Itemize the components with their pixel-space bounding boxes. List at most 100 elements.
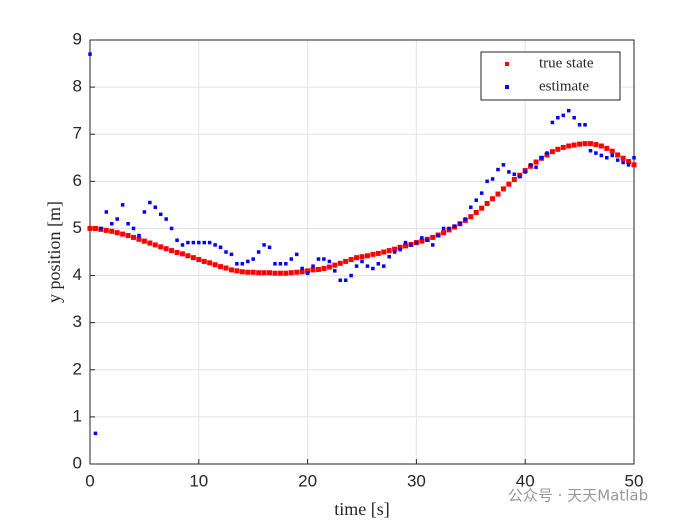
point (469, 205, 473, 209)
point (245, 269, 251, 275)
point (490, 196, 496, 202)
x-tick-label: 0 (85, 471, 94, 490)
point (311, 264, 315, 268)
point (605, 156, 609, 160)
y-tick-label: 8 (73, 77, 82, 96)
point (256, 250, 261, 254)
point (213, 243, 217, 247)
point (196, 257, 202, 263)
point (533, 159, 539, 165)
point (479, 191, 484, 195)
point (599, 153, 604, 158)
point (430, 234, 436, 240)
point (392, 246, 398, 252)
point (131, 234, 137, 240)
point (137, 233, 141, 238)
y-tick-label: 6 (73, 171, 82, 190)
point (223, 265, 229, 271)
point (164, 217, 168, 221)
y-tick-label: 3 (73, 312, 82, 331)
y-tick-label: 5 (73, 218, 82, 237)
point (197, 240, 201, 245)
point (392, 250, 397, 254)
point (235, 262, 239, 266)
point (262, 243, 266, 247)
point (496, 167, 500, 172)
point (212, 262, 218, 268)
point (403, 243, 409, 249)
x-tick-label: 40 (516, 471, 535, 490)
point (148, 200, 152, 205)
point (322, 257, 326, 261)
point (191, 240, 196, 245)
point (409, 243, 413, 247)
point (190, 255, 196, 261)
point (387, 254, 391, 259)
point (397, 244, 403, 250)
point (202, 240, 206, 245)
point (174, 249, 180, 255)
point (333, 269, 337, 273)
point (507, 170, 511, 174)
point (120, 203, 125, 207)
point (228, 267, 234, 273)
point (386, 248, 392, 254)
legend-marker (505, 62, 509, 66)
point (348, 257, 354, 263)
point (125, 233, 131, 239)
point (452, 224, 457, 228)
point (201, 258, 207, 264)
point (518, 174, 522, 179)
point (609, 148, 615, 154)
point (327, 259, 332, 264)
point (163, 246, 169, 252)
point (256, 270, 262, 276)
point (180, 243, 185, 247)
point (420, 236, 424, 240)
point (93, 431, 98, 436)
point (224, 250, 228, 254)
point (218, 245, 223, 250)
point (294, 269, 300, 275)
point (326, 264, 332, 270)
point (261, 270, 267, 276)
point (598, 143, 604, 149)
point (142, 210, 147, 214)
point (239, 269, 245, 275)
y-axis-label: y position [m] (44, 201, 64, 303)
legend-box (480, 51, 621, 101)
point (294, 252, 299, 257)
point (419, 238, 425, 244)
point (376, 262, 381, 266)
point (234, 268, 240, 274)
point (316, 257, 321, 261)
point (283, 270, 289, 276)
point (109, 228, 115, 234)
point (141, 238, 147, 244)
point (88, 52, 92, 56)
point (545, 151, 549, 155)
point (278, 262, 283, 266)
point (218, 264, 224, 270)
point (158, 212, 163, 217)
point (365, 264, 370, 268)
point (479, 205, 485, 211)
point (289, 257, 294, 261)
point (626, 159, 632, 165)
point (371, 266, 375, 271)
point (490, 177, 495, 181)
point (414, 240, 419, 245)
point (104, 210, 109, 214)
point (430, 243, 435, 247)
point (186, 240, 190, 245)
legend-marker (505, 85, 509, 89)
point (577, 141, 583, 147)
point (632, 156, 636, 160)
point (284, 262, 288, 266)
point (272, 270, 278, 276)
point (354, 264, 359, 268)
point (539, 156, 544, 160)
point (398, 247, 402, 252)
point (626, 163, 631, 167)
